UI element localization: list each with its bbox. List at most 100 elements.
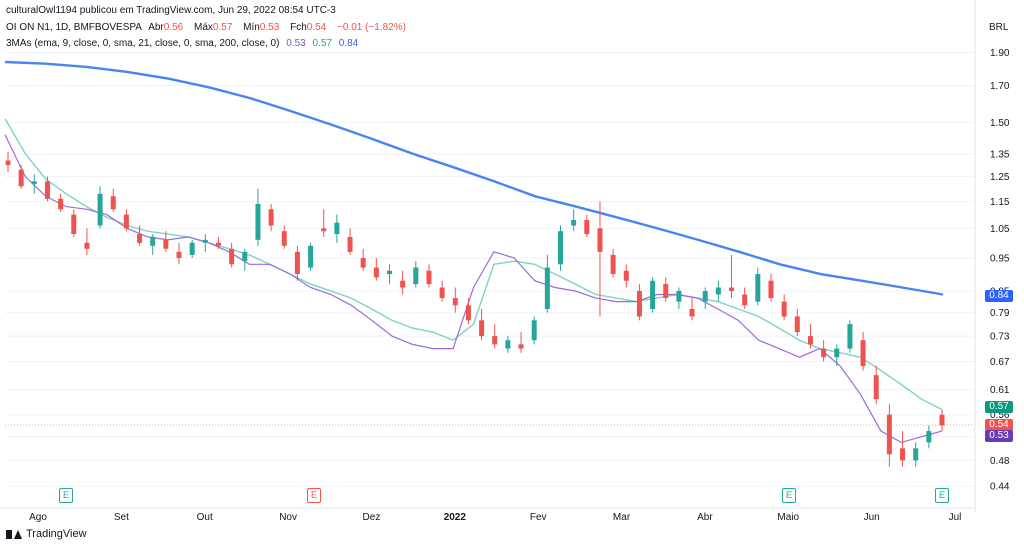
candle [71,209,77,237]
time-tick: Jul [949,512,962,523]
price-tick: 0.73 [990,332,1010,343]
candle [926,425,932,449]
candle-body [255,203,261,240]
candle [150,234,156,255]
candle [347,228,353,255]
candle [702,287,708,309]
price-tick: 0.61 [990,385,1010,396]
candle-body [202,239,208,243]
candle-body [492,336,498,345]
candle [794,308,800,337]
candle-body [110,196,116,210]
candle [531,316,537,345]
brand-name: TradingView [26,528,87,540]
candle-body [360,258,366,268]
earnings-badge[interactable]: E [59,488,73,503]
candle [873,366,879,405]
candle-body [558,231,564,265]
time-tick: Abr [697,512,713,523]
candle [123,209,129,232]
candle [321,209,327,237]
candle [452,287,458,313]
currency-label[interactable]: BRL [989,22,1009,33]
candle [558,225,564,271]
price-tick: 1.50 [990,118,1010,129]
candle-body [308,245,314,268]
ema9-line [4,134,943,444]
earnings-badge[interactable]: E [935,488,949,503]
candle-body [834,348,840,358]
candle [308,242,314,271]
candle-body [163,239,169,249]
candle-body [623,270,629,281]
candle-body [860,340,866,367]
close-label: Fch [290,22,307,33]
footer-brand[interactable]: TradingView [6,528,87,540]
candle-body [479,320,485,337]
candle [663,277,669,302]
candle [176,242,182,265]
candle-body [44,181,50,199]
price-tick: 0.56 [990,410,1010,421]
ma-label[interactable]: 3MAs (ema, 9, close, 0, sma, 21, close, … [6,38,280,49]
candle [202,234,208,252]
candle [768,274,774,302]
candle-body [650,280,656,309]
price-tick: 1.15 [990,197,1010,208]
ma-path [4,134,943,444]
candle [386,264,392,285]
candle [834,344,840,367]
candle [505,336,511,353]
candle-body [176,251,182,259]
candle-body [347,236,353,252]
candle [229,242,235,268]
price-tick: 0.79 [990,308,1010,319]
candle-body [755,274,761,302]
time-tick: 2022 [444,512,467,523]
candle-body [58,198,64,210]
candle [413,261,419,288]
candle-body [531,320,537,341]
candle [268,203,274,232]
time-tick: Mar [613,512,631,523]
close-group: Fch0.54 [290,22,330,33]
candle [479,308,485,341]
candle [847,320,853,353]
time-tick: Dez [363,512,381,523]
time-tick: Fev [530,512,547,523]
candle [913,442,919,467]
candle-body [84,242,90,249]
symbol-name[interactable]: OI ON N1, 1D, BMFBOVESPA [6,22,142,33]
high-group: Máx0.57 [194,22,236,33]
earnings-badge[interactable]: E [782,488,796,503]
candle-body [900,448,906,461]
ma-path [4,60,944,296]
candle [373,258,379,281]
candle-body [400,280,406,288]
candle-body [386,270,392,275]
ma-path [4,118,943,411]
open-group: Abr0.56 [148,22,187,33]
time-axis[interactable]: Ago Set Out Nov Dez 2022 Fev Mar Abr Maio Jun Jul [29,512,961,523]
candle [58,193,64,212]
candle [900,431,906,467]
time-tick: Nov [279,512,297,523]
close-value: 0.54 [306,22,327,33]
candle-body [781,301,787,317]
candle-body [636,290,642,317]
candle [334,214,340,243]
candle [755,267,761,306]
candle [742,287,748,309]
close-price-tag: 0.54 [985,419,1013,431]
earnings-badge[interactable]: E [307,488,321,503]
sma200-line [4,60,944,296]
candle [492,324,498,349]
ma-legend: 3MAs (ema, 9, close, 0, sma, 21, close, … [6,38,362,49]
candle-body [97,193,103,226]
change-value: −0.01 (−1.82%) [337,22,406,33]
candle [715,280,721,302]
candle-body [807,336,813,345]
candle-body [452,298,458,306]
candle-body [715,287,721,295]
